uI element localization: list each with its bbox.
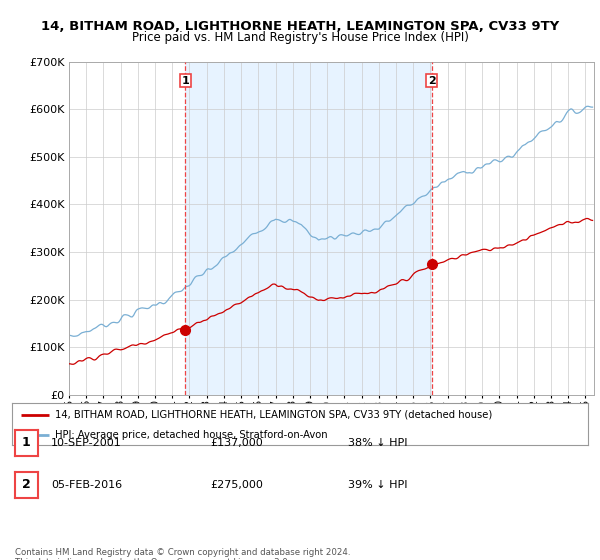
Text: 2: 2 xyxy=(22,478,31,492)
Bar xyxy=(185,62,432,395)
Text: 1: 1 xyxy=(181,76,189,86)
Text: 14, BITHAM ROAD, LIGHTHORNE HEATH, LEAMINGTON SPA, CV33 9TY (detached house): 14, BITHAM ROAD, LIGHTHORNE HEATH, LEAMI… xyxy=(55,410,493,420)
Text: Contains HM Land Registry data © Crown copyright and database right 2024.
This d: Contains HM Land Registry data © Crown c… xyxy=(15,548,350,560)
Text: 39% ↓ HPI: 39% ↓ HPI xyxy=(348,480,407,490)
Text: 38% ↓ HPI: 38% ↓ HPI xyxy=(348,438,407,448)
Text: 10-SEP-2001: 10-SEP-2001 xyxy=(51,438,122,448)
Text: 05-FEB-2016: 05-FEB-2016 xyxy=(51,480,122,490)
Text: HPI: Average price, detached house, Stratford-on-Avon: HPI: Average price, detached house, Stra… xyxy=(55,430,328,440)
Text: 2: 2 xyxy=(428,76,436,86)
Text: Price paid vs. HM Land Registry's House Price Index (HPI): Price paid vs. HM Land Registry's House … xyxy=(131,31,469,44)
Text: 14, BITHAM ROAD, LIGHTHORNE HEATH, LEAMINGTON SPA, CV33 9TY: 14, BITHAM ROAD, LIGHTHORNE HEATH, LEAMI… xyxy=(41,20,559,32)
Text: £137,000: £137,000 xyxy=(210,438,263,448)
Text: 1: 1 xyxy=(22,436,31,450)
Text: £275,000: £275,000 xyxy=(210,480,263,490)
